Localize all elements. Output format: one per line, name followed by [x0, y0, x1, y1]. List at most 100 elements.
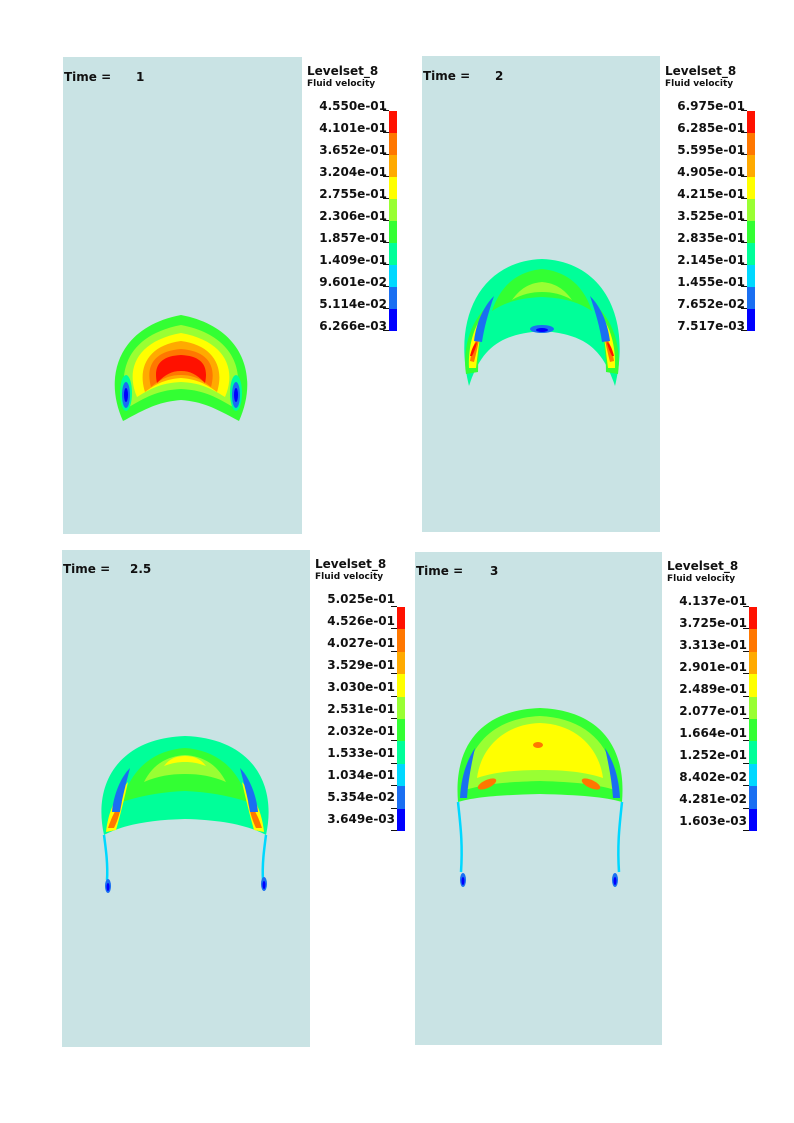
legend-value: 2.901e-01 — [679, 660, 747, 674]
legend-subtitle: Fluid velocity — [665, 79, 734, 89]
legend-value: 4.281e-02 — [679, 792, 747, 806]
legend-tick — [391, 718, 397, 719]
legend-tick — [743, 628, 749, 630]
legend-tick — [391, 673, 397, 675]
colorbar — [749, 607, 757, 831]
legend-tick — [383, 286, 389, 287]
time-value: 2 — [495, 69, 504, 83]
legend-tick — [741, 220, 747, 221]
legend-value: 2.032e-01 — [327, 724, 395, 738]
time-value: 1 — [136, 70, 145, 84]
legend-tick — [743, 807, 749, 809]
legend-value: 6.285e-01 — [677, 121, 745, 135]
legend-value: 4.526e-01 — [327, 614, 395, 628]
legend-value: 4.905e-01 — [677, 165, 745, 179]
legend: Levelset_8 Fluid velocity 4.137e-01 3.72… — [667, 559, 777, 831]
legend-tick — [741, 286, 747, 287]
legend-value: 5.595e-01 — [677, 143, 745, 157]
legend-value: 4.101e-01 — [319, 121, 387, 135]
legend-value: 1.252e-01 — [679, 748, 747, 762]
legend-value: 4.137e-01 — [679, 594, 747, 608]
bubble-contour — [456, 708, 624, 887]
legend-value: 1.034e-01 — [327, 768, 395, 782]
legend-value: 3.525e-01 — [677, 209, 745, 223]
legend-tick — [391, 807, 397, 809]
legend-value: 2.306e-01 — [319, 209, 387, 223]
time-label: Time = — [64, 70, 112, 84]
legend-value: 1.603e-03 — [679, 814, 747, 828]
legend-value: 1.533e-01 — [327, 746, 395, 760]
legend-tick — [743, 650, 749, 652]
legend-value: 1.409e-01 — [319, 253, 387, 267]
legend-tick — [391, 606, 397, 607]
colorbar — [389, 111, 397, 331]
legend-value: 5.354e-02 — [327, 790, 395, 804]
legend-tick — [743, 606, 749, 607]
simulation-domain: Time = 1 — [63, 57, 302, 534]
legend-value: 3.204e-01 — [319, 165, 387, 179]
legend-tick — [741, 308, 747, 309]
legend-tick — [383, 154, 389, 155]
time-label: Time = — [423, 69, 471, 83]
legend-title: Levelset_8 — [665, 64, 737, 78]
bubble-contour — [114, 315, 248, 421]
legend-value: 1.857e-01 — [319, 231, 387, 245]
legend-value: 3.313e-01 — [679, 638, 747, 652]
simulation-domain: Time = 2.5 — [62, 550, 310, 1047]
legend-value: 5.114e-02 — [319, 297, 387, 311]
legend-value: 2.835e-01 — [677, 231, 745, 245]
legend-title: Levelset_8 — [667, 559, 739, 573]
legend-tick — [743, 718, 749, 719]
legend-tick — [383, 330, 389, 331]
legend-tick — [391, 695, 397, 697]
legend: Levelset_8 Fluid velocity 4.550e-01 4.10… — [307, 64, 417, 333]
legend-value: 3.725e-01 — [679, 616, 747, 630]
legend-value: 8.402e-02 — [679, 770, 747, 784]
legend-tick — [741, 132, 747, 133]
simulation-domain: Time = 3 — [415, 552, 662, 1045]
legend-tick — [383, 242, 389, 243]
colorbar — [397, 607, 405, 831]
legend-tick — [391, 830, 397, 831]
legend-subtitle: Fluid velocity — [307, 79, 376, 89]
time-value: 3 — [490, 564, 499, 578]
legend-value: 6.266e-03 — [319, 319, 387, 333]
legend-subtitle: Fluid velocity — [315, 572, 384, 582]
legend-value: 7.652e-02 — [677, 297, 745, 311]
time-value: 2.5 — [130, 562, 152, 576]
legend-value: 3.652e-01 — [319, 143, 387, 157]
legend-value: 4.215e-01 — [677, 187, 745, 201]
legend-value: 2.489e-01 — [679, 682, 747, 696]
legend-title: Levelset_8 — [307, 64, 379, 78]
legend-tick — [741, 110, 747, 111]
legend-value: 2.077e-01 — [679, 704, 747, 718]
legend: Levelset_8 Fluid velocity 6.975e-01 6.28… — [665, 64, 775, 333]
legend-tick — [741, 198, 747, 199]
bubble-contour — [101, 736, 269, 893]
legend-tick — [741, 242, 747, 243]
legend-tick — [383, 132, 389, 133]
legend-value: 3.529e-01 — [327, 658, 395, 672]
legend-tick — [743, 762, 749, 764]
legend-tick — [391, 785, 397, 787]
legend-tick — [391, 650, 397, 652]
legend-value: 6.975e-01 — [677, 99, 745, 113]
legend-value: 2.755e-01 — [319, 187, 387, 201]
legend-tick — [743, 695, 749, 697]
legend-value: 1.455e-01 — [677, 275, 745, 289]
legend-value: 4.027e-01 — [327, 636, 395, 650]
legend-tick — [391, 740, 397, 742]
legend-tick — [741, 176, 747, 177]
legend-value: 4.550e-01 — [319, 99, 387, 113]
colorbar — [747, 111, 755, 331]
legend-tick — [383, 220, 389, 221]
legend-tick — [391, 762, 397, 764]
legend-tick — [383, 264, 389, 265]
legend-tick — [741, 264, 747, 265]
legend-value: 7.517e-03 — [677, 319, 745, 333]
legend-value: 2.531e-01 — [327, 702, 395, 716]
legend-tick — [383, 176, 389, 177]
legend-value: 9.601e-02 — [319, 275, 387, 289]
legend-subtitle: Fluid velocity — [667, 574, 736, 584]
legend-value: 1.664e-01 — [679, 726, 747, 740]
